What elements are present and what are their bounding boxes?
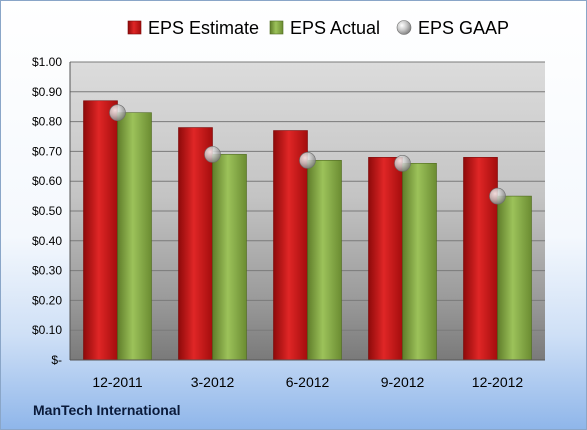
legend-item: EPS GAAP <box>396 18 509 38</box>
legend-swatch <box>396 20 412 35</box>
legend-item: EPS Actual <box>269 18 380 38</box>
y-tick-label: $0.10 <box>32 323 62 337</box>
x-tick-label: 9-2012 <box>381 374 425 390</box>
y-tick-label: $0.70 <box>32 144 62 158</box>
marker-eps-gaap <box>489 187 506 205</box>
x-tick-label: 3-2012 <box>191 374 235 390</box>
legend-label: EPS Actual <box>290 18 380 38</box>
bar-eps-actual <box>212 154 247 361</box>
bar-eps-estimate <box>83 100 118 361</box>
marker-eps-gaap <box>204 146 221 163</box>
x-tick-label: 12-2011 <box>92 374 143 390</box>
bar-eps-actual <box>117 112 152 361</box>
bar-eps-actual <box>307 160 342 361</box>
legend-label: EPS Estimate <box>148 18 259 38</box>
bar-eps-estimate <box>178 127 213 361</box>
legend-label: EPS GAAP <box>418 18 509 38</box>
marker-eps-gaap <box>394 155 411 172</box>
y-tick-label: $- <box>51 353 62 367</box>
y-tick-label: $0.20 <box>32 293 62 307</box>
legend-item: EPS Estimate <box>127 18 259 38</box>
bar-eps-estimate <box>463 157 498 361</box>
bar-eps-actual <box>497 195 532 361</box>
y-tick-label: $0.40 <box>32 234 62 248</box>
legend-swatch <box>127 20 142 35</box>
y-tick-label: $0.50 <box>32 204 62 218</box>
y-tick-label: $0.30 <box>32 264 62 278</box>
legend-swatch <box>269 20 284 35</box>
x-tick-label: 12-2012 <box>472 374 524 390</box>
bar-eps-actual <box>402 163 437 361</box>
y-tick-label: $0.90 <box>32 85 62 99</box>
y-tick-label: $0.80 <box>32 115 62 129</box>
y-tick-label: $1.00 <box>32 55 62 69</box>
marker-eps-gaap <box>299 152 316 169</box>
company-name: ManTech International <box>33 402 181 418</box>
bar-eps-estimate <box>368 157 403 361</box>
y-tick-label: $0.60 <box>32 174 62 188</box>
x-tick-label: 6-2012 <box>286 374 330 390</box>
marker-eps-gaap <box>109 104 126 121</box>
